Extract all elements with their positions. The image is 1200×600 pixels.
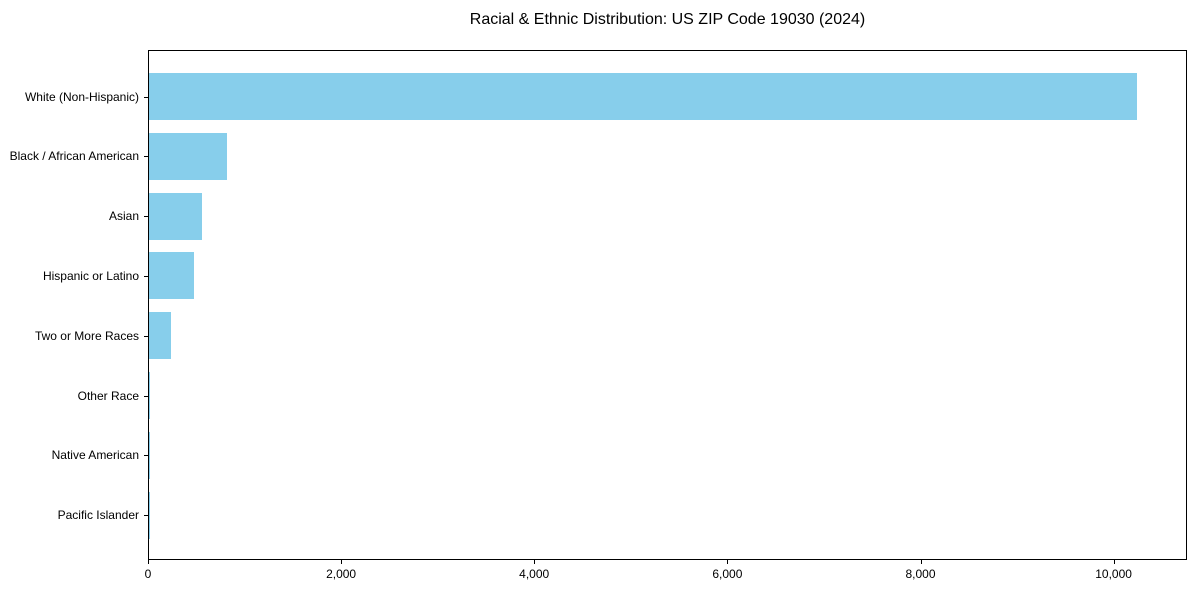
bar	[149, 372, 151, 419]
bar	[149, 312, 172, 360]
x-tick-mark	[341, 560, 343, 564]
y-tick-mark	[144, 395, 148, 397]
x-tick-mark	[727, 560, 729, 564]
chart-title: Racial & Ethnic Distribution: US ZIP Cod…	[469, 11, 866, 28]
x-tick-mark	[534, 560, 536, 564]
y-tick-mark	[144, 96, 148, 98]
y-tick-mark	[144, 335, 148, 337]
x-tick-label: 2,000	[326, 567, 357, 581]
y-tick-mark	[144, 216, 148, 218]
y-axis-label: Asian	[108, 209, 139, 224]
x-tick-label: 8,000	[905, 567, 936, 581]
x-tick-mark	[148, 560, 149, 564]
x-tick-mark	[1113, 560, 1115, 564]
x-tick-label: 10,000	[1095, 567, 1132, 581]
y-tick-mark	[144, 156, 148, 158]
x-tick-label: 4,000	[519, 567, 550, 581]
y-axis-label: White (Non-Hispanic)	[24, 89, 139, 104]
plot-area	[148, 50, 1187, 560]
y-axis-label: Black / African American	[9, 149, 139, 164]
x-tick-label: 0	[144, 567, 152, 581]
y-axis-label: Pacific Islander	[57, 508, 139, 523]
y-axis-label: Hispanic or Latino	[42, 268, 139, 283]
x-tick-label: 6,000	[712, 567, 743, 581]
bar	[149, 192, 202, 240]
x-tick-mark	[920, 560, 922, 564]
y-axis-label: Other Race	[77, 388, 139, 403]
y-axis-label: Native American	[51, 448, 139, 463]
y-tick-mark	[144, 275, 148, 277]
bar	[149, 132, 227, 180]
bar	[149, 431, 150, 479]
bar	[149, 252, 194, 300]
y-tick-mark	[144, 515, 148, 517]
y-axis-label: Two or More Races	[34, 328, 139, 343]
bar	[149, 73, 1137, 121]
y-tick-mark	[144, 455, 148, 457]
